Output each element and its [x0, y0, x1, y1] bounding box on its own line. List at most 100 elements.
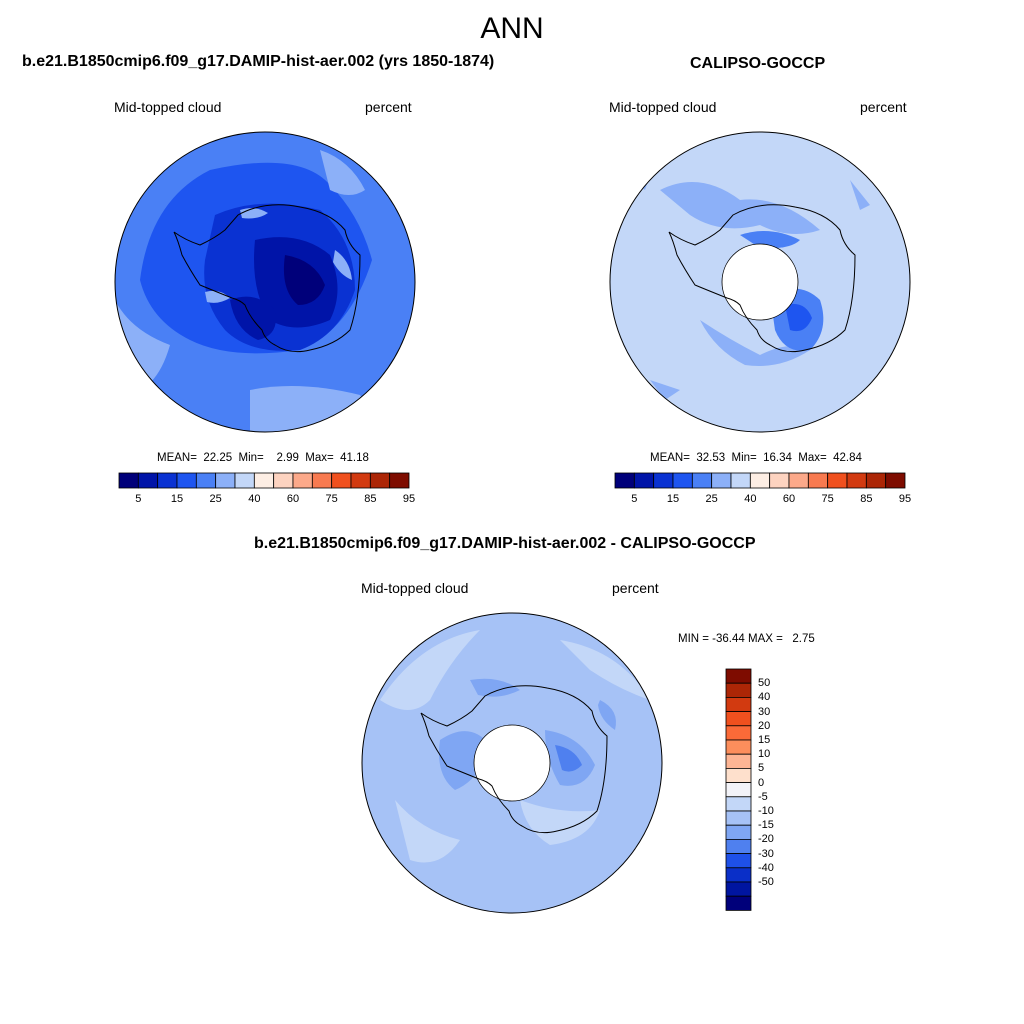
panel2-colorbar-box: [846, 472, 867, 489]
panel2-title: CALIPSO-GOCCP: [690, 55, 826, 72]
panel3-colorbar-tick: -15: [758, 819, 774, 832]
panel3-colorbar-tick: 20: [758, 719, 771, 732]
panel2-colorbar-box: [807, 472, 829, 489]
panel3-colorbar-tick: 30: [758, 705, 771, 718]
panel2-colorbar-box: [730, 472, 751, 489]
panel3-colorbar-box: [725, 881, 752, 897]
panel1-colorbar-box: [253, 472, 275, 489]
panel3-colorbar-box: [725, 867, 752, 883]
panel1-title: b.e21.B1850cmip6.f09_g17.DAMIP-hist-aer.…: [22, 53, 495, 70]
panel3-colorbar-box: [725, 824, 752, 840]
panel2-colorbar-box: [885, 472, 906, 489]
panel1-colorbar-box: [369, 472, 391, 489]
panel3-coastline: [420, 685, 608, 834]
panel3-map: [362, 613, 662, 913]
panel3-colorbar-tick: 40: [758, 691, 771, 704]
panel1-colorbar-tick: 85: [364, 493, 377, 505]
panel1-colorbar-box: [389, 472, 410, 489]
panel1-colorbar-tick: 15: [170, 493, 184, 505]
panel3-colorbar-tick: -40: [758, 861, 774, 874]
panel2-colorbar-tick: 5: [631, 493, 638, 505]
panel1-colorbar-box: [195, 472, 217, 489]
panel3-colorbar-tick: 0: [758, 776, 765, 789]
panel1-map-border: [114, 131, 416, 433]
panel2-colorbar-box: [672, 472, 693, 489]
panel3-map-border: [361, 612, 663, 914]
panel3-colorbar-box: [725, 796, 752, 812]
panel2-colorbar-box: [691, 472, 713, 489]
panel1-colorbar-box: [350, 472, 371, 489]
panel3-colorbar-box: [725, 853, 752, 869]
panel1-coastline: [173, 204, 361, 353]
panel3-colorbar-tick: -20: [758, 833, 774, 846]
panel1-units-label: percent: [365, 99, 412, 115]
panel3-colorbar-box: [725, 768, 752, 784]
panel3-colorbar-tick: -50: [758, 876, 774, 888]
panel2-map-border: [609, 131, 911, 433]
panel2-colorbar-box: [769, 472, 790, 489]
panel1-colorbar-box: [331, 472, 352, 489]
panel1-colorbar-tick: 60: [286, 493, 300, 505]
panel2-colorbar-tick: 40: [744, 493, 757, 505]
panel2-colorbar-tick: 15: [666, 493, 680, 505]
panel1-colorbar-box: [311, 472, 333, 489]
panel2-colorbar-box: [827, 472, 848, 489]
panel2-variable-label: Mid-topped cloud: [609, 99, 717, 115]
panel1-colorbar-box: [234, 472, 255, 489]
panel3-colorbar-tick: 10: [758, 748, 771, 761]
panel1-colorbar-box: [292, 472, 313, 489]
panel1-colorbar-tick: 75: [325, 493, 338, 505]
panel3-colorbar-box: [725, 682, 752, 698]
panel3-colorbar-box: [725, 810, 752, 826]
panel1-colorbar-box: [157, 472, 178, 489]
figure-title: ANN: [480, 12, 544, 45]
panel2-colorbar-box: [633, 472, 655, 489]
panel1-colorbar-box: [137, 472, 159, 489]
panel2-colorbar-box: [614, 472, 635, 489]
panel3-colorbar-tick: 15: [758, 734, 771, 746]
panel3-colorbar-box: [725, 697, 752, 713]
panel1-colorbar-box: [215, 472, 236, 489]
panel2-units-label: percent: [860, 99, 907, 115]
panel3-colorbar-box: [725, 895, 752, 911]
panel2-colorbar-tick: 85: [860, 493, 873, 505]
panel1-variable-label: Mid-topped cloud: [114, 99, 222, 115]
panel2-colorbar-tick: 95: [898, 493, 912, 505]
panel3-colorbar-box: [725, 711, 752, 727]
panel1-stats: MEAN= 22.25 Min= 2.99 Max= 41.18: [157, 452, 369, 464]
panel3-colorbar-tick: 5: [758, 762, 765, 775]
panel1-colorbar-tick: 40: [248, 493, 261, 505]
panel3-colorbar-tick: -5: [758, 790, 768, 803]
panel2-stats: MEAN= 32.53 Min= 16.34 Max= 42.84: [650, 452, 862, 464]
panel3-title: b.e21.B1850cmip6.f09_g17.DAMIP-hist-aer.…: [254, 535, 756, 552]
panel1-colorbar-box: [118, 472, 139, 489]
panel1-colorbar-tick: 25: [209, 493, 222, 505]
panel3-stats: MIN = -36.44 MAX = 2.75: [678, 633, 815, 645]
panel3-variable-label: Mid-topped cloud: [361, 580, 469, 596]
panel2-colorbar-tick: 25: [705, 493, 718, 505]
panel3-colorbar-box: [725, 668, 752, 684]
panel3-colorbar-tick: 50: [758, 677, 771, 690]
panel3-colorbar-tick: -30: [758, 847, 774, 860]
panel1-colorbar-tick: 5: [135, 493, 142, 505]
panel2-colorbar-box: [711, 472, 732, 489]
panel2-colorbar-box: [749, 472, 771, 489]
panel3-colorbar-box: [725, 753, 752, 769]
panel1-map: [115, 132, 415, 432]
panel3-units-label: percent: [612, 580, 659, 596]
panel2-colorbar-box: [865, 472, 887, 489]
panel1-colorbar-box: [273, 472, 294, 489]
panel2-coastline: [668, 204, 856, 353]
panel3-colorbar-tick: -10: [758, 805, 774, 817]
panel2-colorbar-box: [653, 472, 674, 489]
panel3-colorbar-box: [725, 725, 752, 741]
panel1-colorbar-box: [176, 472, 197, 489]
panel2-colorbar-box: [788, 472, 809, 489]
panel3-colorbar-box: [725, 739, 752, 755]
panel3-colorbar-box: [725, 839, 752, 855]
panel2-colorbar-tick: 60: [782, 493, 796, 505]
panel1-colorbar-tick: 95: [402, 493, 416, 505]
panel2-colorbar-tick: 75: [821, 493, 834, 505]
panel3-colorbar-box: [725, 782, 752, 798]
